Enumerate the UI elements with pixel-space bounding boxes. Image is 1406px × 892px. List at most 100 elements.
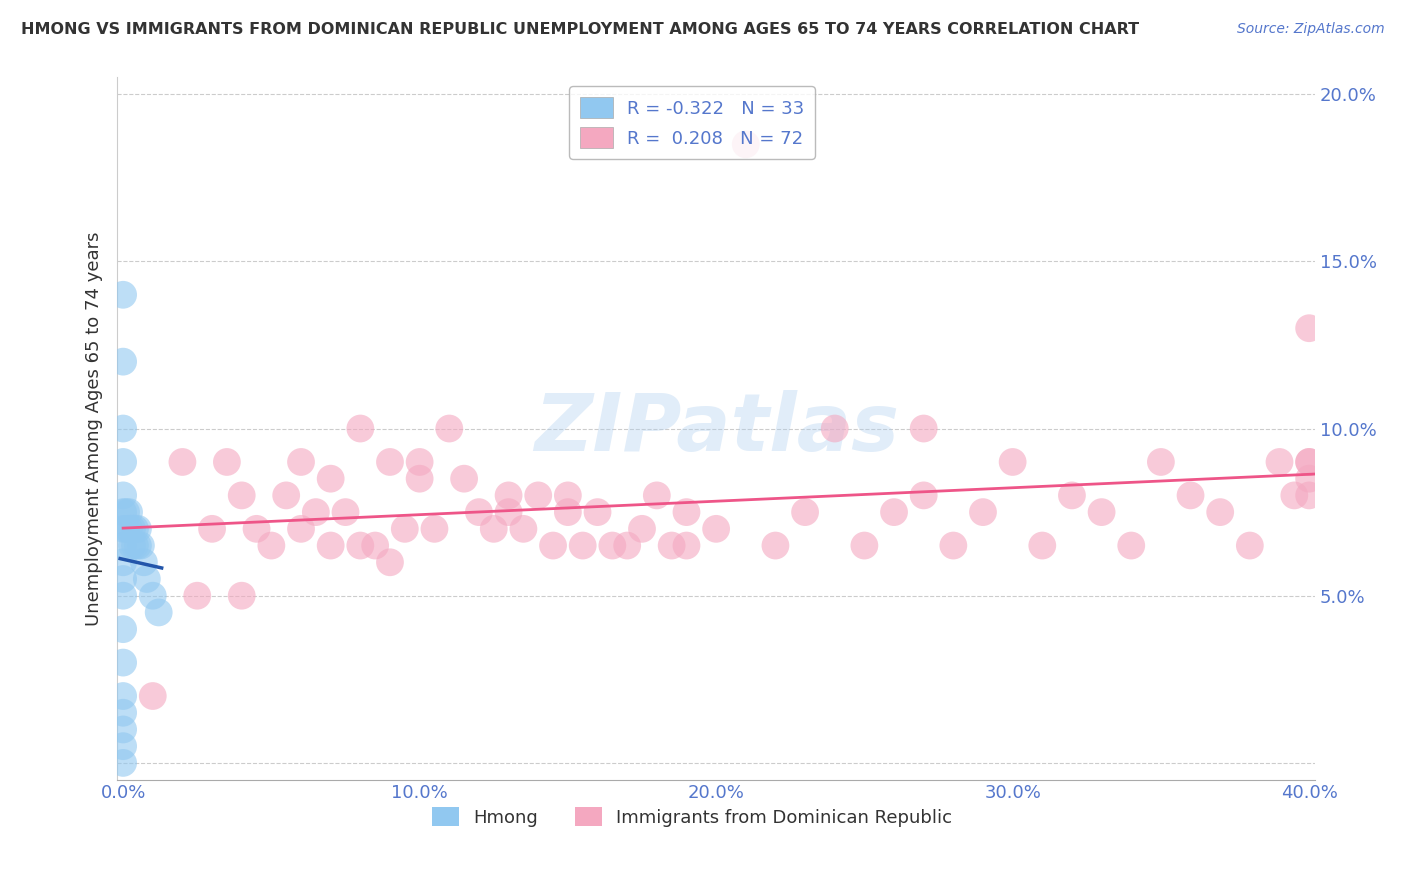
Point — [364, 539, 387, 553]
Point — [121, 539, 143, 553]
Point — [215, 455, 238, 469]
Point — [112, 287, 135, 301]
Point — [482, 522, 505, 536]
Point — [1298, 321, 1320, 335]
Point — [118, 522, 141, 536]
Point — [1284, 488, 1306, 502]
Point — [112, 656, 135, 670]
Point — [112, 505, 135, 519]
Point — [439, 421, 461, 435]
Point — [498, 488, 520, 502]
Point — [112, 539, 135, 553]
Point — [118, 505, 141, 519]
Point — [290, 522, 312, 536]
Point — [1001, 455, 1024, 469]
Point — [115, 505, 138, 519]
Point — [1268, 455, 1291, 469]
Point — [453, 472, 475, 486]
Point — [135, 572, 157, 586]
Text: Source: ZipAtlas.com: Source: ZipAtlas.com — [1237, 22, 1385, 37]
Text: HMONG VS IMMIGRANTS FROM DOMINICAN REPUBLIC UNEMPLOYMENT AMONG AGES 65 TO 74 YEA: HMONG VS IMMIGRANTS FROM DOMINICAN REPUB… — [21, 22, 1139, 37]
Point — [142, 689, 165, 703]
Y-axis label: Unemployment Among Ages 65 to 74 years: Unemployment Among Ages 65 to 74 years — [86, 231, 103, 626]
Point — [245, 522, 267, 536]
Point — [276, 488, 298, 502]
Point — [512, 522, 534, 536]
Point — [290, 455, 312, 469]
Point — [319, 539, 342, 553]
Point — [124, 522, 146, 536]
Point — [127, 539, 149, 553]
Point — [132, 555, 155, 569]
Point — [675, 539, 697, 553]
Point — [1239, 539, 1261, 553]
Point — [112, 455, 135, 469]
Point — [112, 522, 135, 536]
Point — [349, 539, 371, 553]
Point — [121, 522, 143, 536]
Point — [541, 539, 564, 553]
Point — [824, 421, 846, 435]
Point — [602, 539, 624, 553]
Point — [1060, 488, 1083, 502]
Point — [127, 522, 149, 536]
Point — [305, 505, 328, 519]
Point — [319, 472, 342, 486]
Point — [112, 421, 135, 435]
Point — [1031, 539, 1053, 553]
Point — [124, 539, 146, 553]
Point — [186, 589, 208, 603]
Point — [112, 555, 135, 569]
Point — [557, 488, 579, 502]
Point — [112, 723, 135, 737]
Point — [1209, 505, 1232, 519]
Point — [172, 455, 194, 469]
Point — [586, 505, 609, 519]
Point — [661, 539, 683, 553]
Point — [112, 706, 135, 720]
Point — [527, 488, 550, 502]
Point — [883, 505, 905, 519]
Legend: Hmong, Immigrants from Dominican Republic: Hmong, Immigrants from Dominican Republi… — [425, 800, 959, 834]
Point — [1298, 472, 1320, 486]
Point — [734, 137, 756, 152]
Point — [423, 522, 446, 536]
Point — [645, 488, 668, 502]
Point — [260, 539, 283, 553]
Point — [112, 756, 135, 770]
Point — [1121, 539, 1143, 553]
Point — [972, 505, 994, 519]
Point — [631, 522, 654, 536]
Point — [408, 455, 430, 469]
Point — [498, 505, 520, 519]
Point — [231, 488, 253, 502]
Point — [616, 539, 638, 553]
Point — [112, 572, 135, 586]
Point — [394, 522, 416, 536]
Point — [408, 472, 430, 486]
Point — [378, 455, 401, 469]
Point — [335, 505, 357, 519]
Point — [942, 539, 965, 553]
Point — [571, 539, 593, 553]
Point — [112, 622, 135, 636]
Point — [704, 522, 727, 536]
Point — [1298, 455, 1320, 469]
Point — [1298, 455, 1320, 469]
Text: ZIPatlas: ZIPatlas — [534, 390, 898, 467]
Point — [1090, 505, 1112, 519]
Point — [912, 421, 935, 435]
Point — [115, 522, 138, 536]
Point — [112, 689, 135, 703]
Point — [112, 739, 135, 754]
Point — [129, 539, 152, 553]
Point — [112, 488, 135, 502]
Point — [853, 539, 876, 553]
Point — [794, 505, 817, 519]
Point — [912, 488, 935, 502]
Point — [349, 421, 371, 435]
Point — [557, 505, 579, 519]
Point — [468, 505, 491, 519]
Point — [112, 589, 135, 603]
Point — [201, 522, 224, 536]
